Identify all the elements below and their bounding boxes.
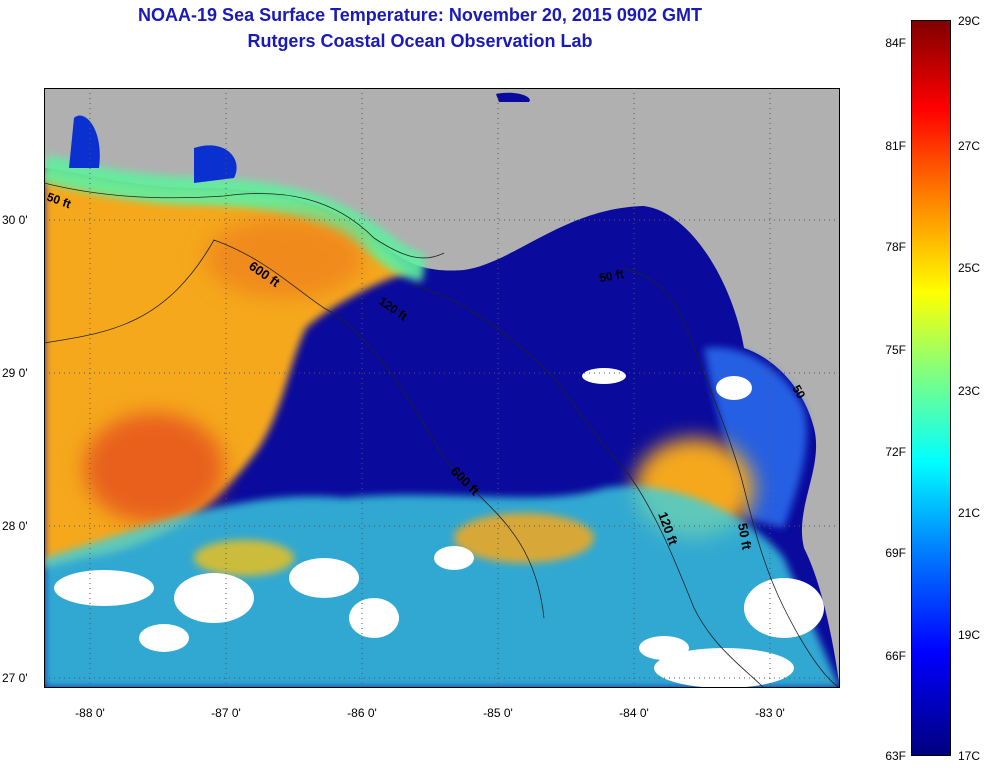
colorbar-f-66: 66F	[885, 649, 906, 663]
contour-label-50ft-north: 50 ft	[598, 267, 625, 285]
colorbar-f-81: 81F	[885, 139, 906, 153]
map-title: NOAA-19 Sea Surface Temperature: Novembe…	[138, 5, 702, 25]
lon-label-86: -86 0'	[347, 706, 377, 720]
lon-label-84: -84 0'	[619, 706, 649, 720]
colorbar-f-75: 75F	[885, 343, 906, 357]
colorbar-f-72: 72F	[885, 445, 906, 459]
lat-label-28: 28 0'	[2, 519, 28, 533]
lon-label-87: -87 0'	[211, 706, 241, 720]
contour-label-50ft-south: 50 ft	[735, 522, 755, 552]
lon-label-83: -83 0'	[755, 706, 785, 720]
colorbar-c-25: 25C	[958, 261, 981, 275]
warm-core-1	[84, 413, 224, 523]
lat-label-30: 30 0'	[2, 213, 28, 227]
colorbar-c-19: 19C	[958, 628, 981, 642]
coastal-band	[44, 154, 427, 282]
lon-label-88: -88 0'	[75, 706, 105, 720]
lat-label-27: 27 0'	[2, 671, 28, 685]
colorbar	[911, 20, 951, 756]
colorbar-f-63: 63F	[885, 749, 906, 763]
contour-label-50-east: 50	[789, 383, 808, 402]
sst-map: 50 ft 600 ft 120 ft 50 ft 50 600 ft 120 …	[44, 88, 840, 688]
depth-contours	[44, 182, 840, 688]
bay-water	[69, 115, 100, 168]
lake	[496, 92, 530, 102]
colorbar-c-21: 21C	[958, 506, 981, 520]
lat-label-29: 29 0'	[2, 366, 28, 380]
colorbar-c-27: 27C	[958, 139, 981, 153]
colorbar-f-84: 84F	[885, 36, 906, 50]
lon-label-85: -85 0'	[483, 706, 513, 720]
colorbar-f-69: 69F	[885, 546, 906, 560]
south-warm-1	[454, 513, 594, 563]
colorbar-c-29: 29C	[958, 14, 981, 28]
gridlines	[44, 88, 840, 688]
colorbar-c-23: 23C	[958, 384, 981, 398]
colorbar-c-17: 17C	[958, 749, 981, 763]
south-mix	[44, 486, 840, 688]
south-warm-2	[194, 540, 294, 576]
map-subtitle: Rutgers Coastal Ocean Observation Lab	[247, 31, 593, 51]
colorbar-f-78: 78F	[885, 240, 906, 254]
warm-core-2	[204, 218, 364, 298]
